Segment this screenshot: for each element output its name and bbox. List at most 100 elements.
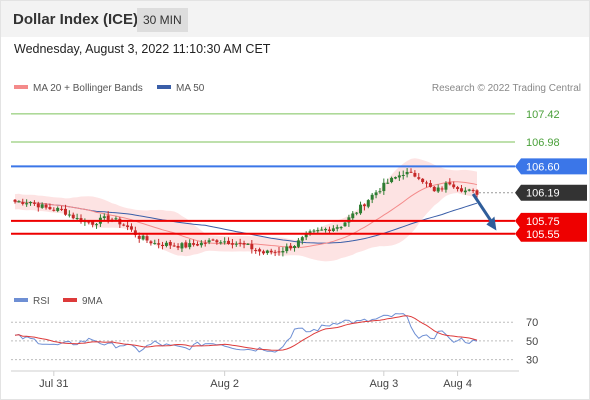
candle-body <box>227 240 231 244</box>
candle <box>428 180 432 188</box>
candle-body <box>405 171 409 175</box>
candle-body <box>359 204 363 214</box>
candle-body <box>304 233 308 238</box>
candle <box>44 203 48 210</box>
candle <box>25 199 29 207</box>
candle <box>129 223 133 232</box>
candle-body <box>456 187 460 190</box>
candle <box>405 168 409 178</box>
candle <box>230 238 234 249</box>
candle <box>102 213 106 221</box>
candle <box>227 237 231 245</box>
candle-body <box>242 243 246 245</box>
candle <box>203 239 207 247</box>
candle-body <box>390 177 394 183</box>
candle <box>425 180 429 188</box>
candle <box>397 171 401 181</box>
candle-body <box>63 208 67 215</box>
x-tick-label: Jul 31 <box>39 378 68 390</box>
candle-body <box>250 244 254 250</box>
candle <box>475 189 479 199</box>
last-price-tag <box>515 184 587 201</box>
candle-body <box>60 208 64 210</box>
candle <box>149 240 153 246</box>
candle <box>188 239 192 250</box>
candle <box>52 207 56 212</box>
candle <box>448 178 452 186</box>
rsi-legend-swatch <box>14 298 28 302</box>
candle <box>157 238 161 249</box>
forecast-arrow-head <box>486 216 497 231</box>
pivot-label: 106.60 <box>526 161 560 173</box>
x-tick-label: Aug 2 <box>210 378 239 390</box>
candle-body <box>421 178 425 183</box>
candle <box>440 186 444 192</box>
candle <box>401 170 405 180</box>
rsi-ma-line <box>14 315 478 351</box>
candle <box>56 206 60 213</box>
candle <box>207 238 211 245</box>
candle <box>382 178 386 195</box>
candle <box>393 176 397 180</box>
candle <box>459 184 463 193</box>
candle <box>300 235 304 245</box>
candle-body <box>285 246 289 252</box>
candle <box>390 176 394 184</box>
candle-body <box>258 249 262 252</box>
candle-body <box>199 242 203 246</box>
candle <box>258 247 262 256</box>
candle-body <box>87 221 91 223</box>
support-label: 105.75 <box>526 216 560 228</box>
candle-body <box>176 245 180 248</box>
timeframe-badge[interactable]: 30 MIN <box>137 8 188 32</box>
candle-body <box>145 236 149 241</box>
candle-body <box>129 226 133 230</box>
candle-body <box>401 174 405 176</box>
resistance-label: 107.42 <box>526 109 560 121</box>
candle <box>95 223 99 229</box>
candle-body <box>339 227 343 229</box>
candle <box>471 188 475 193</box>
candle <box>370 192 374 204</box>
candle-body <box>164 242 168 246</box>
candle-body <box>293 245 297 248</box>
candle <box>199 240 203 248</box>
candle-body <box>44 204 48 208</box>
candle <box>168 240 172 249</box>
candle-body <box>223 241 227 243</box>
candle-body <box>351 213 355 219</box>
candle <box>29 201 33 206</box>
candle <box>444 181 448 193</box>
support-label: 105.55 <box>526 229 560 241</box>
candle-body <box>203 242 207 244</box>
candle-body <box>261 251 265 254</box>
candle-body <box>397 175 401 178</box>
candle-body <box>312 230 316 232</box>
candle <box>304 231 308 241</box>
candle-body <box>471 190 475 192</box>
candle-body <box>327 229 331 232</box>
candle-body <box>234 243 238 245</box>
candle-body <box>95 224 99 226</box>
candle <box>67 210 71 218</box>
instrument-title: Dollar Index (ICE) <box>13 11 139 28</box>
candle <box>362 203 366 211</box>
candle-body <box>161 244 165 247</box>
candle <box>242 240 246 249</box>
candle <box>153 239 157 245</box>
candle <box>164 240 168 248</box>
candle <box>273 249 277 257</box>
candle <box>141 234 145 241</box>
candle-body <box>133 230 137 236</box>
candle-body <box>448 182 452 185</box>
forecast-arrow-shaft <box>471 193 495 226</box>
candle <box>250 240 254 254</box>
support-tag <box>515 212 587 229</box>
candle <box>192 239 196 247</box>
candle-body <box>219 242 223 244</box>
candle <box>436 184 440 193</box>
candle-body <box>215 240 219 243</box>
candle-body <box>355 212 359 214</box>
candle-body <box>417 177 421 179</box>
